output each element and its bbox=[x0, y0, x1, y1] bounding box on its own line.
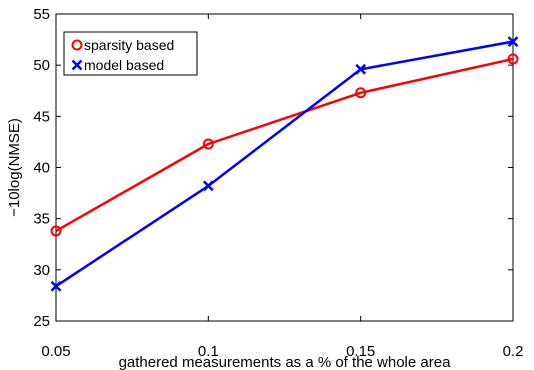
data-point-sparsity-based bbox=[355, 87, 367, 99]
data-point-model-based bbox=[355, 63, 367, 75]
data-point-model-based bbox=[202, 180, 214, 192]
data-point-model-based bbox=[507, 36, 519, 48]
legend: sparsity based model based bbox=[63, 31, 198, 76]
x-axis-title: gathered measurements as a % of the whol… bbox=[119, 354, 452, 370]
y-tick-label: 50 bbox=[33, 57, 50, 74]
y-tick-label: 35 bbox=[33, 211, 50, 228]
y-tick-label: 25 bbox=[33, 313, 50, 330]
y-tick-label: 55 bbox=[33, 6, 50, 23]
series-layer bbox=[50, 36, 519, 292]
y-tick-label: 40 bbox=[33, 160, 50, 177]
y-tick-label: 45 bbox=[33, 108, 50, 125]
data-point-model-based bbox=[50, 280, 62, 292]
x-tick-label: 0.15 bbox=[346, 343, 375, 360]
legend-label-model-based: model based bbox=[84, 57, 164, 73]
series-line-model-based bbox=[55, 40, 514, 288]
legend-label-sparsity-based: sparsity based bbox=[84, 37, 174, 53]
legend-marker-sparsity-based bbox=[71, 39, 83, 51]
data-point-sparsity-based bbox=[50, 225, 62, 237]
y-axis-title: −10log(NMSE) bbox=[6, 118, 23, 217]
x-tick-label: 0.2 bbox=[503, 343, 524, 360]
x-tick-label: 0.05 bbox=[41, 343, 70, 360]
data-point-sparsity-based bbox=[507, 53, 519, 65]
axis-ticks: 0.05 0.1 0.15 0.2 25 30 35 40 45 50 55 bbox=[33, 6, 523, 360]
x-tick-label: 0.1 bbox=[198, 343, 219, 360]
data-point-sparsity-based bbox=[202, 138, 214, 150]
legend-box bbox=[63, 31, 198, 76]
series-line-sparsity-based bbox=[55, 57, 514, 232]
legend-marker-model-based bbox=[71, 59, 83, 71]
y-tick-label: 30 bbox=[33, 262, 50, 279]
